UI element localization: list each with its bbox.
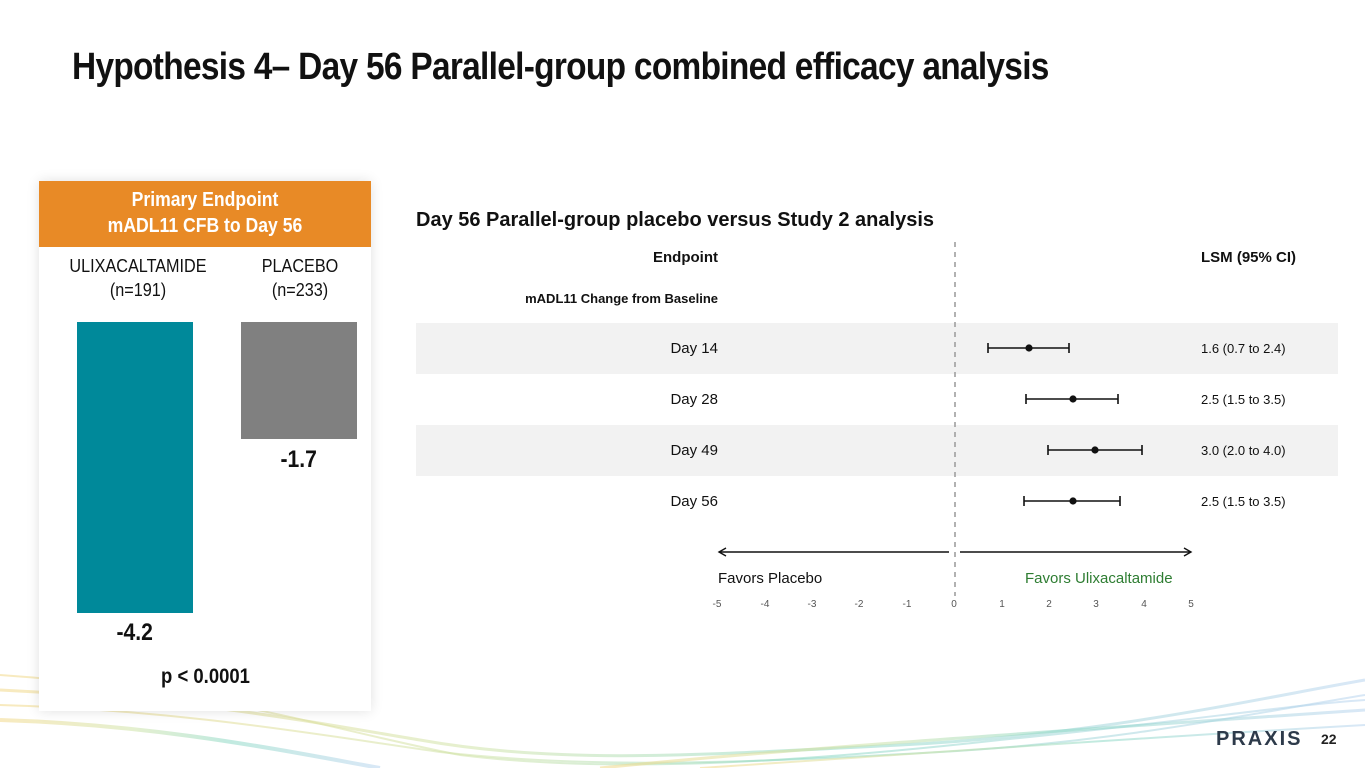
row-band-day14	[416, 323, 1338, 374]
placebo-value: -1.7	[241, 446, 357, 474]
row-lsm-value: 3.0 (2.0 to 4.0)	[1201, 443, 1286, 458]
x-tick: 1	[999, 599, 1005, 610]
placebo-group-label: PLACEBO (n=233)	[235, 254, 365, 302]
x-tick: 3	[1093, 599, 1099, 610]
group-n: (n=233)	[271, 280, 329, 300]
row-lsm-value: 2.5 (1.5 to 3.5)	[1201, 494, 1286, 509]
forest-plot-title: Day 56 Parallel-group placebo versus Stu…	[416, 209, 934, 231]
group-n: (n=191)	[109, 280, 167, 300]
slide-title: Hypothesis 4– Day 56 Parallel-group comb…	[72, 46, 1049, 88]
row-band-day28	[416, 374, 1338, 425]
row-label: Day 14	[670, 340, 718, 357]
p-value-text: p < 0.0001	[160, 665, 250, 688]
page-number: 22	[1321, 731, 1337, 747]
ulixacaltamide-bar	[77, 322, 193, 613]
header-line-1: Primary Endpoint	[131, 189, 279, 211]
row-label: Day 28	[670, 391, 718, 408]
ulixacaltamide-group-label: ULIXACALTAMIDE (n=191)	[53, 254, 223, 302]
lsm-column-header: LSM (95% CI)	[1201, 249, 1297, 266]
row-band-day49	[416, 425, 1338, 476]
endpoint-column-header: Endpoint	[653, 249, 718, 266]
praxis-logo: PRAXIS	[1216, 728, 1303, 750]
row-lsm-value: 1.6 (0.7 to 2.4)	[1201, 341, 1286, 356]
placebo-bar	[241, 322, 357, 439]
x-tick: 0	[951, 599, 957, 610]
x-tick: 2	[1046, 599, 1052, 610]
x-tick: -2	[854, 599, 864, 610]
x-tick: -5	[712, 599, 722, 610]
p-value: p < 0.0001	[39, 665, 371, 689]
group-name: ULIXACALTAMIDE	[69, 256, 207, 276]
x-tick: 4	[1141, 599, 1147, 610]
row-label: Day 49	[670, 442, 718, 459]
ulixacaltamide-value: -4.2	[77, 619, 193, 647]
x-tick: -3	[807, 599, 817, 610]
primary-endpoint-card: Primary Endpoint mADL11 CFB to Day 56 UL…	[39, 181, 371, 711]
value-text: -1.7	[280, 446, 318, 473]
favors-placebo-label: Favors Placebo	[718, 570, 823, 587]
row-band-day56	[416, 476, 1338, 527]
row-label: Day 56	[670, 493, 718, 510]
favors-ulixacaltamide-label: Favors Ulixacaltamide	[1025, 570, 1173, 587]
section-label: mADL11 Change from Baseline	[525, 291, 718, 306]
header-line-2: mADL11 CFB to Day 56	[107, 215, 303, 237]
row-lsm-value: 2.5 (1.5 to 3.5)	[1201, 392, 1286, 407]
x-tick: -4	[760, 599, 770, 610]
x-tick: -1	[902, 599, 912, 610]
value-text: -4.2	[116, 619, 154, 646]
primary-endpoint-header: Primary Endpoint mADL11 CFB to Day 56	[39, 181, 371, 247]
x-tick: 5	[1188, 599, 1194, 610]
group-name: PLACEBO	[261, 256, 339, 276]
